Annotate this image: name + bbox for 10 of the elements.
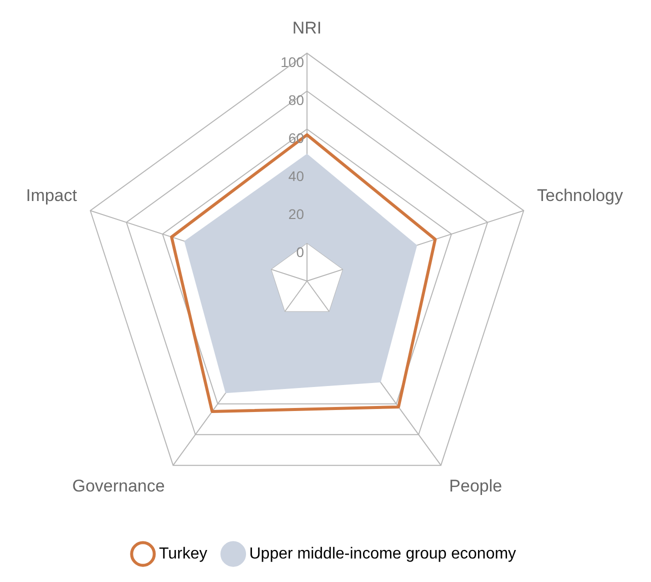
y-tick-label: 20: [288, 206, 304, 222]
legend-label: Turkey: [158, 545, 208, 562]
spoke-label: Technology: [536, 186, 624, 205]
spoke-label: NRI: [292, 18, 322, 38]
spoke-label: Impact: [26, 186, 78, 205]
y-tick-label: 0: [296, 244, 304, 260]
y-tick-label: 40: [288, 168, 304, 184]
spoke-label: People: [449, 476, 502, 496]
spoke-label: Governance: [72, 476, 165, 496]
legend-label: Upper middle-income group economy: [249, 545, 516, 562]
